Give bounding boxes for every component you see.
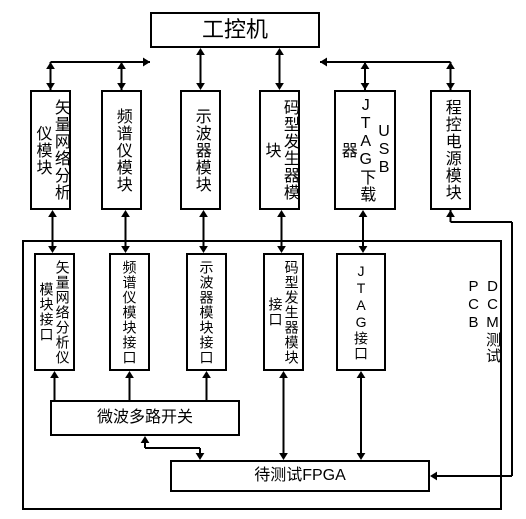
pcb-label-text: DCM测试PCB [465,278,503,408]
module-pattern-gen: 码型发生器模块 [259,90,300,210]
diagram-canvas: 工控机 矢量网络分析仪模块 频谱仪模块 示波器模块 码型发生器模块 USB JT… [0,0,526,519]
iface-label: 示波器模块接口 [198,260,214,365]
iface-vna: 矢量网络分析仪模块接口 [34,253,75,371]
iface-pattern-gen: 码型发生器模块接口 [263,253,304,371]
iface-label: 频谱仪模块接口 [121,260,137,365]
pcb-label: DCM测试PCB [465,278,495,408]
module-label: 矢量网络分析仪模块 [32,92,69,208]
fpga-label: 待测试FPGA [254,467,346,485]
iface-label: 码型发生器模块接口 [267,255,299,369]
ipc-label: 工控机 [202,17,268,42]
module-power: 程控电源模块 [430,90,471,210]
module-oscilloscope: 示波器模块 [180,90,221,210]
module-label: USB JTAG下载器 [337,92,392,208]
module-label: 频谱仪模块 [112,108,130,193]
module-label: 示波器模块 [191,108,209,193]
module-usb-jtag: USB JTAG下载器 [334,90,396,210]
iface-jtag: JTAG接口 [336,253,386,371]
iface-spectrum: 频谱仪模块接口 [109,253,150,371]
iface-label: 矢量网络分析仪模块接口 [38,255,70,369]
module-label: 程控电源模块 [441,99,459,201]
iface-label: JTAG接口 [353,263,369,361]
fpga-dut: 待测试FPGA [170,460,430,492]
iface-oscilloscope: 示波器模块接口 [186,253,227,371]
module-vna: 矢量网络分析仪模块 [30,90,71,210]
module-spectrum: 频谱仪模块 [101,90,142,210]
ipc-box: 工控机 [150,12,320,48]
module-label: 码型发生器模块 [261,92,298,208]
switch-label: 微波多路开关 [97,409,193,427]
microwave-switch: 微波多路开关 [50,400,240,436]
